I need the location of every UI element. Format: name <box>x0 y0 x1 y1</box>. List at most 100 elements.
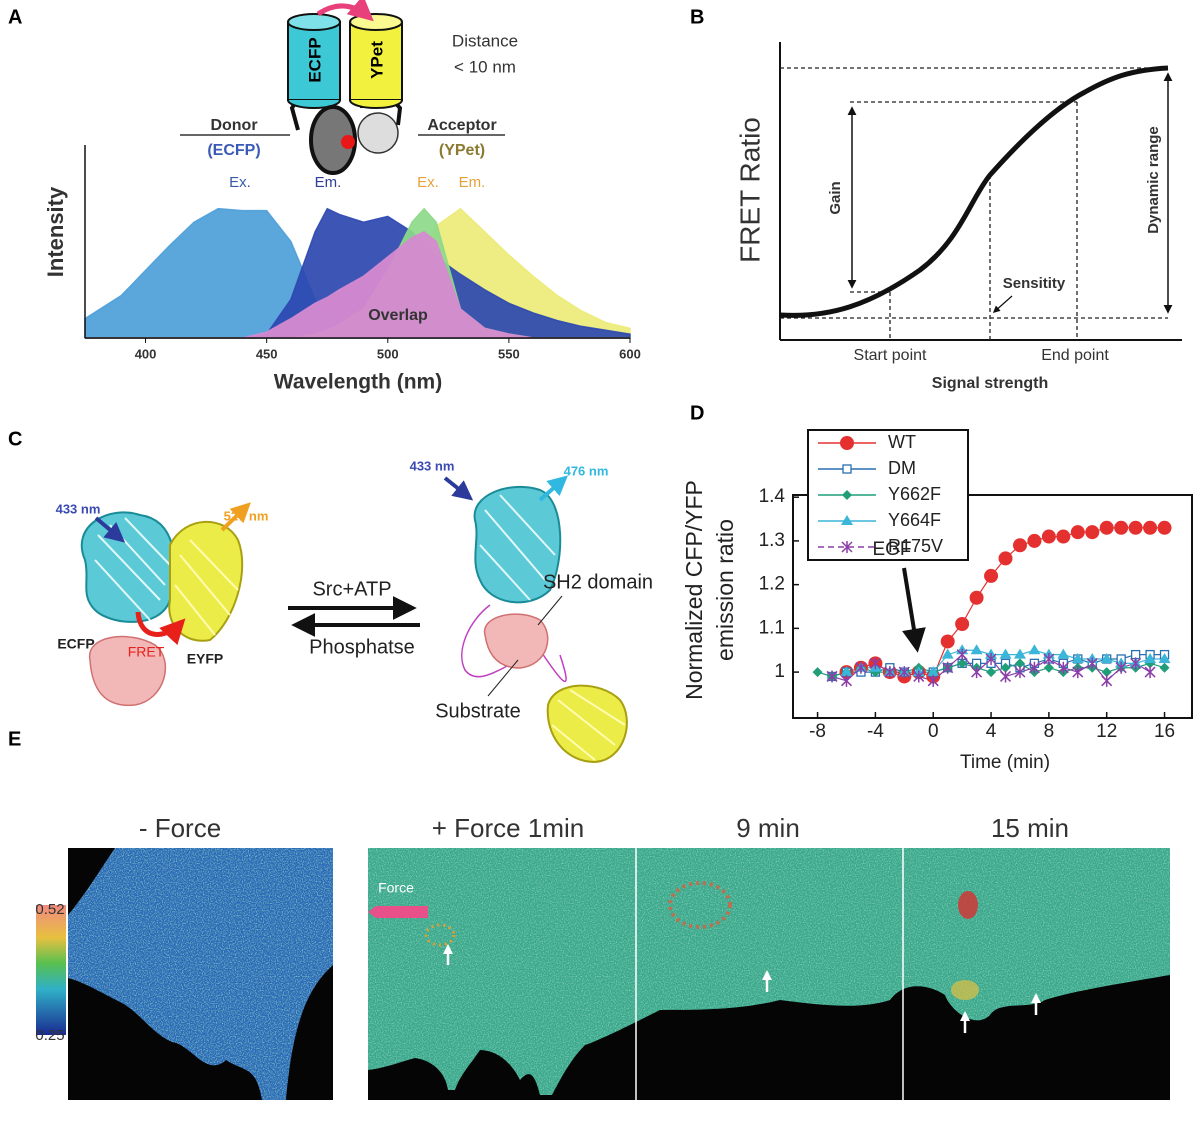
ratio-chart: 1 1.1 1.2 1.3 1.4 -8 -4 0 4 8 12 16 WT DM Y662F Y664F R1… <box>681 429 1193 773</box>
x-tick-label: -4 <box>867 721 884 742</box>
data-point <box>1027 533 1042 548</box>
colorbar-label: 0.52 <box>35 901 64 918</box>
data-point <box>1028 644 1041 655</box>
legend-label: WT <box>888 432 916 452</box>
legend-marker <box>842 490 852 500</box>
data-point <box>1157 520 1172 535</box>
data-point <box>1101 674 1113 687</box>
substrate-domain <box>357 112 399 154</box>
data-point <box>970 644 983 655</box>
hotspot <box>951 980 979 1000</box>
data-point <box>855 661 867 674</box>
data-point <box>985 652 997 665</box>
data-point <box>1128 520 1143 535</box>
sh2-structure <box>89 635 166 707</box>
image-title: + Force 1min <box>432 813 584 843</box>
x-tick-label: 12 <box>1096 721 1117 742</box>
y-axis-label: Normalized CFP/YFP <box>681 480 707 700</box>
data-point <box>957 658 968 669</box>
y-tick-label: 1.3 <box>759 530 785 551</box>
cylinder-bottom <box>349 99 403 109</box>
reaction-label: Phosphatse <box>309 636 415 658</box>
panel-letter: B <box>690 6 704 28</box>
data-point <box>898 666 910 679</box>
beta-strands <box>551 689 626 761</box>
y-axis-label: emission ratio <box>712 519 738 661</box>
x-tick-label: 8 <box>1044 721 1055 742</box>
fret-images: - Force + Force 1min 9 min 15 min 0.52 0… <box>35 813 1170 1100</box>
data-point <box>884 666 896 679</box>
image-title: 9 min <box>736 813 800 843</box>
y-axis-label: FRET Ratio <box>734 117 765 263</box>
legend-label: Y664F <box>888 510 941 530</box>
domain-label: SH2 domain <box>543 571 653 593</box>
data-point <box>927 674 939 687</box>
data-point <box>1099 520 1114 535</box>
data-point <box>1013 648 1026 659</box>
x-tick-label: 400 <box>135 346 157 361</box>
cylinder-bottom <box>287 99 341 109</box>
fret-pair-schematic: ECFP YPet Distance < 10 nm Donor (ECFP) … <box>180 0 518 175</box>
data-point <box>1071 652 1084 663</box>
image-title: 15 min <box>991 813 1069 843</box>
data-point <box>840 674 853 687</box>
data-point <box>840 666 853 677</box>
spectra-chart: Ex. Em. Em. Ex. Overlap 400 450 500 550 600 Wavele… <box>43 145 641 394</box>
biosensor-structures: 433 nm 527 nm ECFP FRET EYFP Src+ATP Pho… <box>56 458 653 764</box>
x-tick-label: 4 <box>986 721 997 742</box>
force-arrow <box>368 906 428 918</box>
x-tick-label: 450 <box>256 346 278 361</box>
wavelength-label: 433 nm <box>56 501 101 516</box>
sensitivity-arrow <box>992 295 1013 313</box>
excitation-arrow <box>94 516 126 543</box>
series-label: Overlap <box>368 307 428 324</box>
hotspot <box>424 923 456 947</box>
data-point <box>1056 529 1071 544</box>
acceptor-label: (YPet) <box>439 142 485 159</box>
y-axis-label: Intensity <box>43 186 68 277</box>
data-point <box>826 670 838 683</box>
fret-label: FRET <box>128 644 165 660</box>
leader-line <box>487 659 519 697</box>
substrate-label: Substrate <box>435 700 521 722</box>
donor-label: Donor <box>210 117 257 134</box>
beta-strands <box>94 517 171 621</box>
panel-letter: E <box>8 728 21 750</box>
end-label: End point <box>1041 347 1109 364</box>
data-point <box>1014 658 1025 669</box>
sh2-structure <box>484 613 549 669</box>
legend-label: R175V <box>888 536 943 556</box>
data-point <box>1028 661 1040 674</box>
data-point <box>999 670 1012 683</box>
x-tick-label: 0 <box>928 721 939 742</box>
data-point <box>969 590 984 605</box>
x-axis-label: Wavelength (nm) <box>274 371 442 394</box>
guide-lines <box>780 67 1168 340</box>
data-point <box>913 670 925 683</box>
x-tick-label: 550 <box>498 346 520 361</box>
sensor-domain <box>309 105 357 175</box>
protein-label: ECFP <box>57 636 94 652</box>
data-point <box>971 666 983 679</box>
data-point <box>1086 657 1098 670</box>
beta-strands <box>479 494 556 601</box>
data-point <box>1070 525 1085 540</box>
data-point <box>1000 662 1011 673</box>
data-point <box>1130 657 1142 670</box>
cell <box>68 848 333 1100</box>
gain-label: Gain <box>827 181 844 214</box>
reaction-label: Src+ATP <box>312 578 391 600</box>
colorbar-label: 0.25 <box>35 1027 64 1044</box>
legend-marker <box>841 515 853 525</box>
response-curve <box>779 65 1169 318</box>
data-point <box>1057 648 1070 659</box>
start-label: Start point <box>854 347 927 364</box>
data-point <box>1144 652 1157 663</box>
data-point <box>986 667 997 678</box>
data-point <box>984 568 999 583</box>
x-tick-label: -8 <box>809 721 826 742</box>
ecfp-cylinder <box>287 21 341 101</box>
y-tick-label: 1.4 <box>759 486 786 507</box>
cylinder-top <box>287 13 341 31</box>
